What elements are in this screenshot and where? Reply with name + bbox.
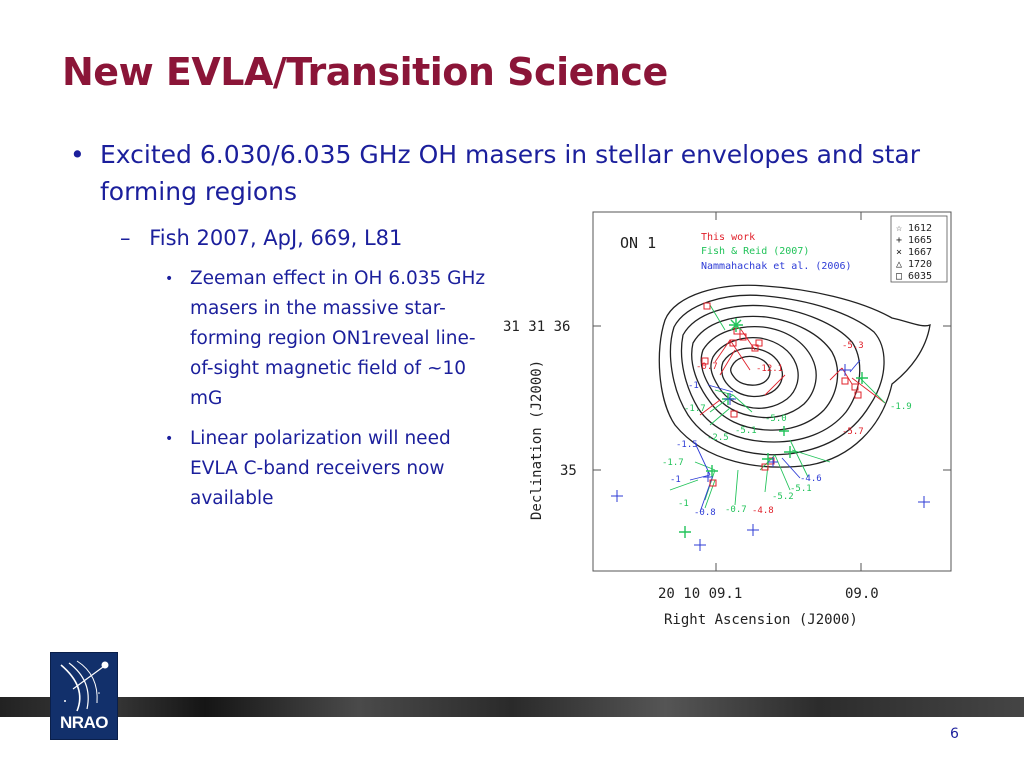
bullet-level1-text: Excited 6.030/6.035 GHz OH masers in ste… [100, 140, 920, 206]
logo-text: NRAO [59, 713, 109, 732]
velocity-label: -1.7 [684, 404, 706, 414]
legend-source-nammahachak: Nammahachak et al. (2006) [701, 261, 852, 272]
velocity-label: -5.3 [842, 341, 864, 351]
bullet-level3: • Zeeman effect in OH 6.035 GHz masers i… [165, 264, 495, 414]
radio-dish-icon [60, 660, 109, 712]
y-tick-label: 35 [560, 463, 577, 479]
bullet-level3-text: Zeeman effect in OH 6.035 GHz masers in … [190, 268, 486, 409]
panel-label: ON 1 [620, 234, 656, 252]
legend-symbol: △ [896, 259, 902, 270]
y-tick-label: 31 31 36 [503, 319, 570, 335]
legend-symbol: + [896, 235, 902, 246]
legend-symbol: × [896, 247, 902, 258]
y-axis-label: Declination (J2000) [529, 360, 545, 520]
page-number: 6 [950, 726, 959, 742]
velocity-label: -5.2 [772, 492, 794, 502]
nrao-logo: NRAO [50, 652, 118, 740]
bullet-level3-text: Linear polarization will need EVLA C-ban… [190, 428, 451, 509]
velocity-label: -4.8 [752, 506, 774, 516]
x-tick-label: 09.0 [845, 586, 879, 602]
x-axis-label: Right Ascension (J2000) [664, 612, 858, 628]
velocity-label: -0.7 [696, 362, 718, 372]
symbol-legend-box [890, 215, 948, 283]
bullet-marker: • [165, 431, 174, 447]
maser-map-figure: ON 1 This work Fish & Reid (2007) Nammah… [490, 200, 960, 640]
velocity-label: -5.0 [765, 414, 787, 424]
legend-symbol-label: 1665 [908, 235, 932, 246]
velocity-label: -0.8 [694, 508, 716, 518]
footer-starfield-band [0, 697, 1024, 717]
velocity-label: -1.9 [890, 402, 912, 412]
velocity-labels-blue: -1 -1.5 -1 -0.8 -4.6 [670, 381, 822, 518]
bullet-level1: • Excited 6.030/6.035 GHz OH masers in s… [70, 136, 950, 210]
slide-title: New EVLA/Transition Science [62, 50, 668, 94]
legend-symbol-label: 1612 [908, 223, 932, 234]
velocity-label: -1 [688, 381, 699, 391]
symbol-legend: ☆ 1612 + 1665 × 1667 △ 1720 □ 6035 [896, 223, 932, 282]
markers-nammahachak [611, 364, 930, 551]
bullet-marker: – [120, 226, 131, 250]
bullet-level2: – Fish 2007, ApJ, 669, L81 [120, 226, 402, 250]
velocity-label: -5.1 [790, 484, 812, 494]
velocity-label: -12.1 [756, 364, 783, 374]
legend-symbol-label: 1667 [908, 247, 932, 258]
velocity-label: -5.7 [842, 427, 864, 437]
bullet-marker: • [70, 140, 85, 169]
velocity-labels-green: -1.7 -1.7 -2.5 -5.1 -5.0 -1 -0.7 -5.2 -5… [662, 402, 912, 515]
axis-ticks [593, 212, 951, 571]
bullet-level2-text: Fish 2007, ApJ, 669, L81 [149, 226, 403, 250]
velocity-label: -5.1 [735, 426, 757, 436]
legend-source-fish-reid: Fish & Reid (2007) [701, 246, 809, 257]
velocity-labels-red: -0.7 -12.1 -5.3 -5.7 -4.8 [696, 341, 864, 516]
markers-6035 [701, 302, 862, 487]
velocity-label: -4.6 [800, 474, 822, 484]
legend-symbol: ☆ [896, 223, 902, 234]
velocity-label: -1 [670, 475, 681, 485]
legend-symbol-label: 1720 [908, 259, 932, 270]
velocity-label: -1 [678, 499, 689, 509]
velocity-label: -1.7 [662, 458, 684, 468]
legend-symbol-label: 6035 [908, 271, 932, 282]
bullet-marker: • [165, 271, 174, 287]
maser-map-svg: ON 1 This work Fish & Reid (2007) Nammah… [503, 211, 952, 628]
x-tick-label: 20 10 09.1 [658, 586, 742, 602]
velocity-label: -1.5 [676, 440, 698, 450]
legend-source-this-work: This work [701, 232, 755, 243]
velocity-label: -0.7 [725, 505, 747, 515]
velocity-label: -2.5 [707, 433, 729, 443]
bullet-level3: • Linear polarization will need EVLA C-b… [165, 424, 495, 514]
legend-symbol: □ [896, 271, 902, 282]
contour-lines [658, 284, 931, 468]
